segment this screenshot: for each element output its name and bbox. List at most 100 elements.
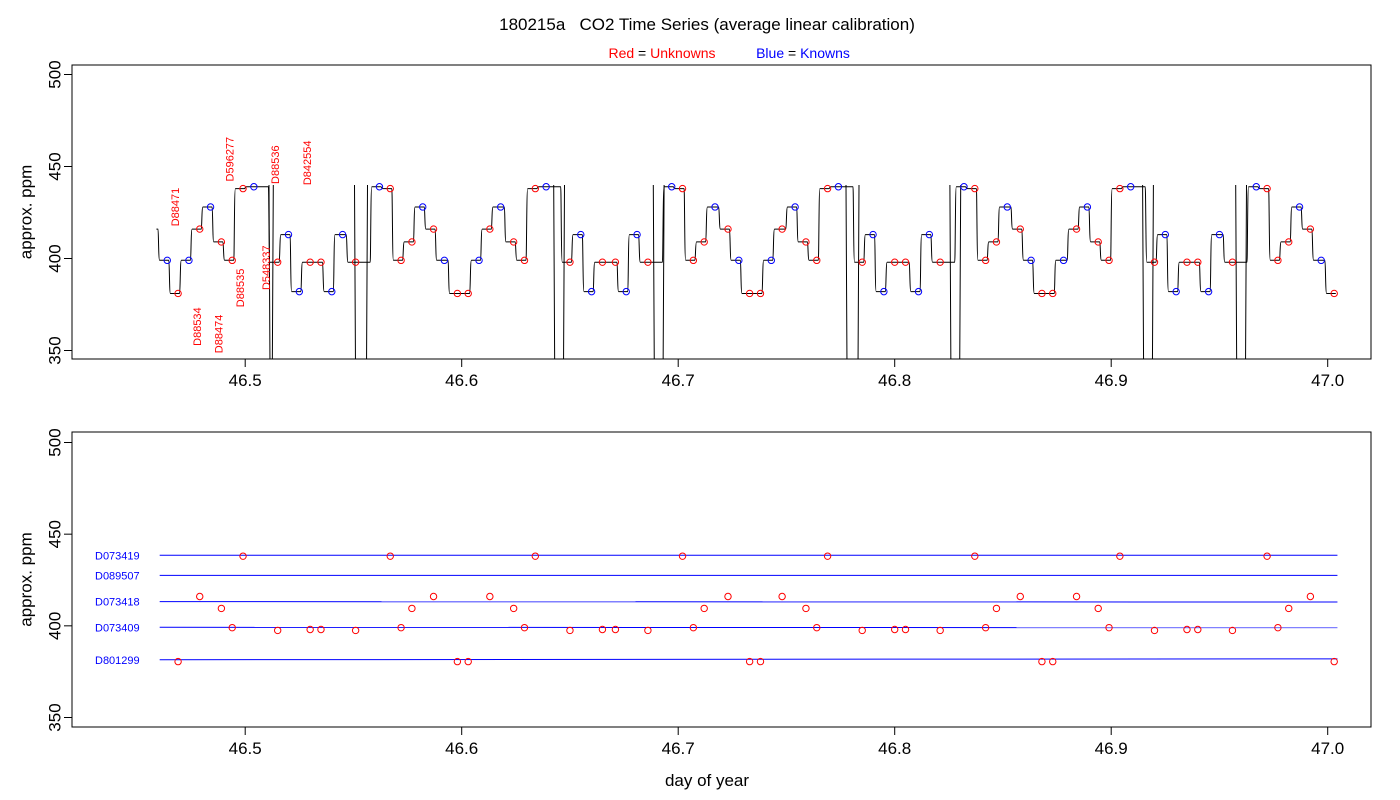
top-unknown-point [464,289,472,298]
top-known-point [496,203,505,211]
top-unknown-point [386,184,394,193]
top-sample-annotation: D88535 [235,269,247,308]
top-sample-annotation: D88471 [170,188,182,227]
bottom-x-tick-label: 46.8 [878,739,911,758]
bottom-unknown-point [745,657,754,666]
bottom-y-axis-label: approx. ppm [17,532,36,627]
top-known-point [711,203,719,211]
top-unknown-point [509,238,518,246]
top-unknown-point [1094,238,1102,246]
top-sample-annotation: D88534 [192,307,204,346]
x-axis-label: day of year [665,771,749,790]
top-unknown-point [1330,289,1338,298]
top-unknown-point [1285,238,1293,246]
top-panel-time-series: 46.5 46.6 46.7 46.8 46.9 47.0 350 400 450 500 appr… [17,60,1372,390]
bottom-reference-label: D073418 [95,597,140,609]
bottom-reference-line [159,658,1338,661]
bottom-unknown-point [1306,592,1315,601]
bottom-unknown-point [1183,625,1191,634]
top-unknown-point [611,258,620,266]
top-unknown-point [429,225,438,233]
top-unknown-point [520,256,529,265]
bottom-x-tick-label: 46.7 [662,739,695,758]
bottom-unknown-point [520,623,529,632]
top-sample-annotation: D88474 [213,315,225,354]
top-unknown-point [566,258,574,266]
top-unknown-point [453,289,462,298]
top-x-tick-label: 47.0 [1311,371,1344,390]
bottom-x-tick-label: 46.6 [445,739,478,758]
bottom-unknown-point [408,604,416,613]
top-x-tick-label: 46.8 [878,371,911,390]
bottom-unknown-point [317,625,325,634]
legend-unknowns-color-word: Red [608,45,634,61]
top-y-tick-label: 400 [46,244,65,272]
bottom-unknown-point [756,657,765,666]
top-known-point [577,230,585,239]
bottom-unknown-point [823,552,832,560]
top-y-tick-label: 500 [46,60,65,88]
bottom-unknown-point [464,657,472,666]
top-known-point [250,183,258,191]
top-unknown-point [228,256,236,265]
top-known-point [1204,287,1213,296]
bottom-panel-calibrated-scatter: 46.5 46.6 46.7 46.8 46.9 47.0 350 400 450 500 appr… [17,428,1372,758]
top-unknown-point [1038,289,1046,298]
bottom-reference-label: D073409 [95,622,140,634]
top-unknown-point [1183,258,1191,266]
top-x-tick-label: 46.9 [1095,371,1128,390]
top-known-point [419,203,427,211]
bottom-x-tick-label: 46.9 [1095,739,1128,758]
bottom-unknown-point [566,626,574,635]
top-known-point [1295,203,1304,211]
top-unknown-point [891,258,899,266]
top-unknown-point [351,258,360,266]
top-sample-annotation: D548337 [261,245,273,290]
top-unknown-point [1016,225,1024,233]
top-known-point [1161,230,1170,239]
top-known-point [791,203,799,211]
top-unknown-point [901,258,910,266]
top-known-point [622,287,630,296]
bottom-unknown-point [858,626,866,635]
legend-unknowns-label: Unknowns [650,45,715,61]
bottom-unknown-point [1105,623,1113,632]
top-series-dropout [354,184,368,359]
top-unknown-point [813,256,821,265]
top-unknown-point [644,258,652,266]
top-unknown-point [971,184,979,193]
bottom-unknown-point [1016,592,1024,601]
bottom-unknown-point [1150,626,1159,635]
top-known-point [1059,256,1068,265]
top-known-point [185,256,193,265]
bottom-unknown-point [891,625,899,634]
bottom-unknown-point [611,625,620,634]
bottom-unknown-point [1285,604,1293,613]
bottom-unknown-point [992,604,1001,613]
top-plot-frame [71,64,1372,360]
bottom-unknown-point [1049,657,1057,666]
top-unknown-point [1072,225,1081,233]
top-unknown-point [778,225,786,233]
top-unknown-point [858,258,866,266]
bottom-y-tick-label: 350 [46,703,65,731]
bottom-unknown-point [971,552,979,560]
bottom-unknown-point [901,625,910,634]
bottom-unknown-point [486,592,494,601]
top-known-point [1215,230,1224,239]
top-known-point [925,230,934,239]
top-x-tick-label: 46.7 [662,371,695,390]
top-unknown-point [1150,258,1159,266]
top-known-point [475,256,483,265]
top-unknown-point [936,258,944,266]
bottom-unknown-point [239,552,247,560]
bottom-unknown-point [1072,592,1081,601]
bottom-unknown-point [509,604,518,613]
top-known-point [206,203,215,211]
bottom-unknown-point [689,623,698,632]
bottom-unknown-point [453,657,462,666]
top-y-tick-label: 350 [46,336,65,364]
bottom-unknown-point [531,552,540,560]
bottom-unknown-point [1228,626,1237,635]
